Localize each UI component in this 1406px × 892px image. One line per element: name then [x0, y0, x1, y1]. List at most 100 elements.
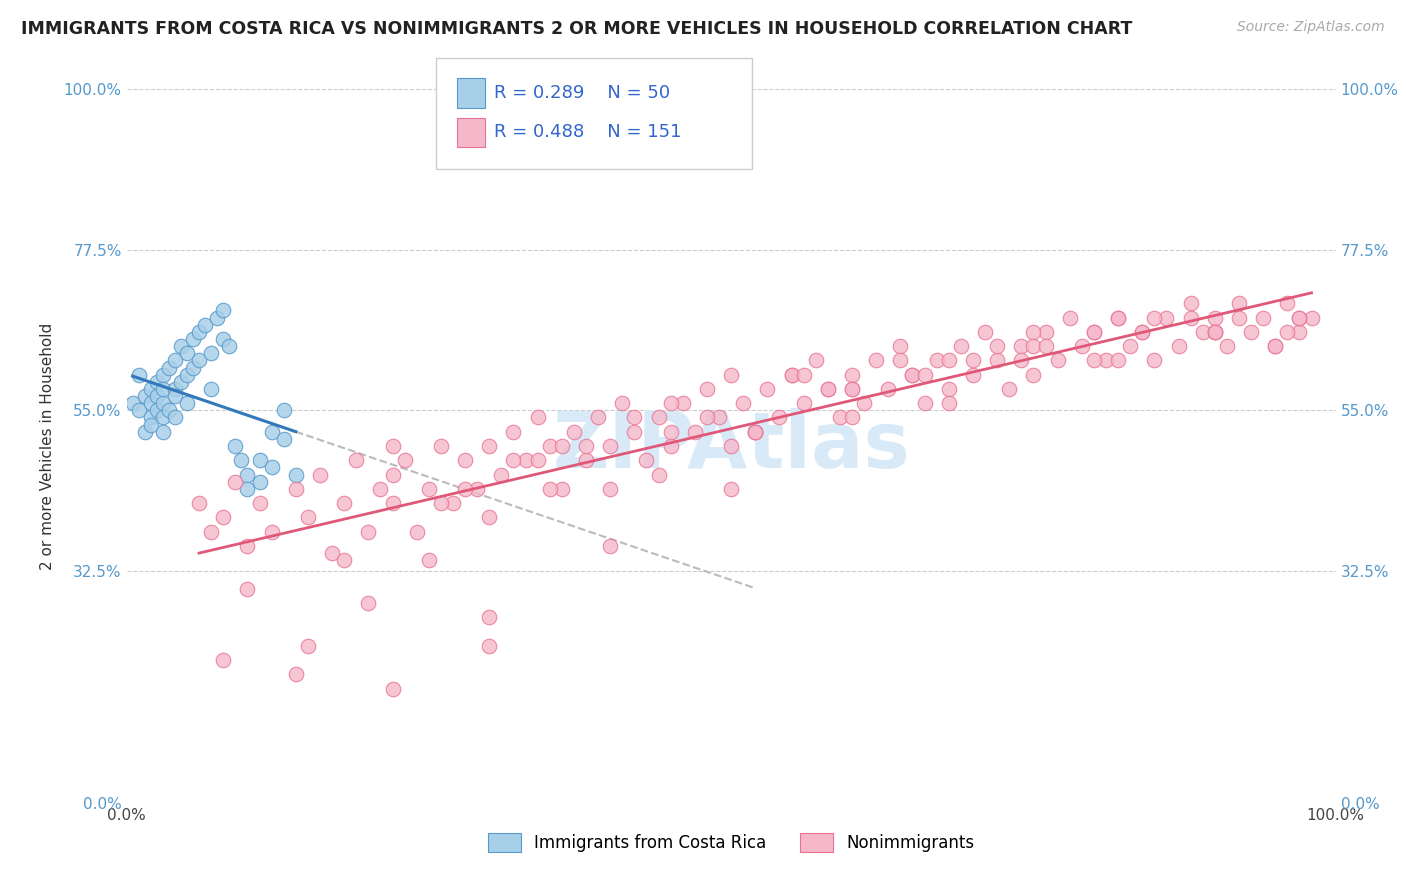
Point	[623, 425, 645, 439]
Point	[224, 439, 246, 453]
Point	[170, 339, 193, 353]
Point	[1180, 296, 1202, 310]
Point	[612, 396, 634, 410]
Point	[176, 346, 198, 360]
Point	[780, 368, 803, 382]
Point	[146, 403, 169, 417]
Point	[260, 524, 283, 539]
Point	[236, 539, 259, 553]
Point	[212, 510, 235, 524]
Point	[914, 396, 936, 410]
Point	[491, 467, 513, 482]
Point	[647, 410, 669, 425]
Point	[1010, 339, 1032, 353]
Point	[526, 410, 548, 425]
Point	[394, 453, 416, 467]
Y-axis label: 2 or more Vehicles in Household: 2 or more Vehicles in Household	[41, 322, 55, 570]
Point	[793, 396, 815, 410]
Point	[672, 396, 695, 410]
Point	[756, 382, 779, 396]
Point	[163, 353, 186, 368]
Point	[502, 453, 524, 467]
Point	[877, 382, 900, 396]
Point	[1264, 339, 1286, 353]
Point	[152, 410, 174, 425]
Point	[134, 389, 156, 403]
Point	[163, 410, 186, 425]
Point	[418, 482, 440, 496]
Point	[176, 396, 198, 410]
Point	[974, 325, 997, 339]
Point	[804, 353, 827, 368]
Point	[1143, 310, 1166, 325]
Point	[152, 382, 174, 396]
Point	[465, 482, 488, 496]
Point	[551, 439, 574, 453]
Point	[1301, 310, 1323, 325]
Point	[284, 467, 307, 482]
Point	[212, 332, 235, 346]
Point	[720, 368, 742, 382]
Point	[181, 360, 204, 375]
Point	[381, 467, 404, 482]
Point	[768, 410, 790, 425]
Text: IMMIGRANTS FROM COSTA RICA VS NONIMMIGRANTS 2 OR MORE VEHICLES IN HOUSEHOLD CORR: IMMIGRANTS FROM COSTA RICA VS NONIMMIGRA…	[21, 20, 1132, 37]
Text: Source: ZipAtlas.com: Source: ZipAtlas.com	[1237, 20, 1385, 34]
Point	[163, 389, 186, 403]
Point	[1204, 310, 1226, 325]
Point	[938, 396, 960, 410]
Point	[1167, 339, 1189, 353]
Point	[194, 318, 217, 332]
Point	[1107, 310, 1129, 325]
Point	[986, 339, 1008, 353]
Point	[139, 417, 162, 432]
Point	[502, 425, 524, 439]
Point	[623, 410, 645, 425]
Point	[1277, 296, 1299, 310]
Point	[1204, 325, 1226, 339]
Point	[696, 382, 718, 396]
Point	[200, 346, 222, 360]
Point	[273, 403, 295, 417]
Point	[841, 382, 863, 396]
Point	[1180, 310, 1202, 325]
Point	[249, 453, 271, 467]
Point	[236, 582, 259, 596]
Point	[889, 353, 911, 368]
Point	[441, 496, 464, 510]
Point	[260, 425, 283, 439]
Point	[901, 368, 924, 382]
Point	[200, 524, 222, 539]
Point	[599, 482, 621, 496]
Point	[515, 453, 537, 467]
Point	[1264, 339, 1286, 353]
Point	[333, 553, 356, 567]
Point	[454, 482, 477, 496]
Point	[381, 439, 404, 453]
Point	[1022, 368, 1045, 382]
Point	[901, 368, 924, 382]
Point	[1143, 353, 1166, 368]
Point	[538, 439, 561, 453]
Point	[236, 467, 259, 482]
Point	[309, 467, 332, 482]
Point	[828, 410, 851, 425]
Point	[236, 482, 259, 496]
Point	[1191, 325, 1213, 339]
Point	[478, 639, 501, 653]
Point	[249, 496, 271, 510]
Point	[720, 482, 742, 496]
Point	[128, 368, 150, 382]
Point	[381, 496, 404, 510]
Point	[273, 432, 295, 446]
Point	[1156, 310, 1178, 325]
Point	[817, 382, 839, 396]
Point	[405, 524, 427, 539]
Point	[1022, 339, 1045, 353]
Point	[188, 496, 211, 510]
Point	[780, 368, 803, 382]
Point	[297, 639, 319, 653]
Point	[865, 353, 887, 368]
Point	[1130, 325, 1153, 339]
Point	[212, 653, 235, 667]
